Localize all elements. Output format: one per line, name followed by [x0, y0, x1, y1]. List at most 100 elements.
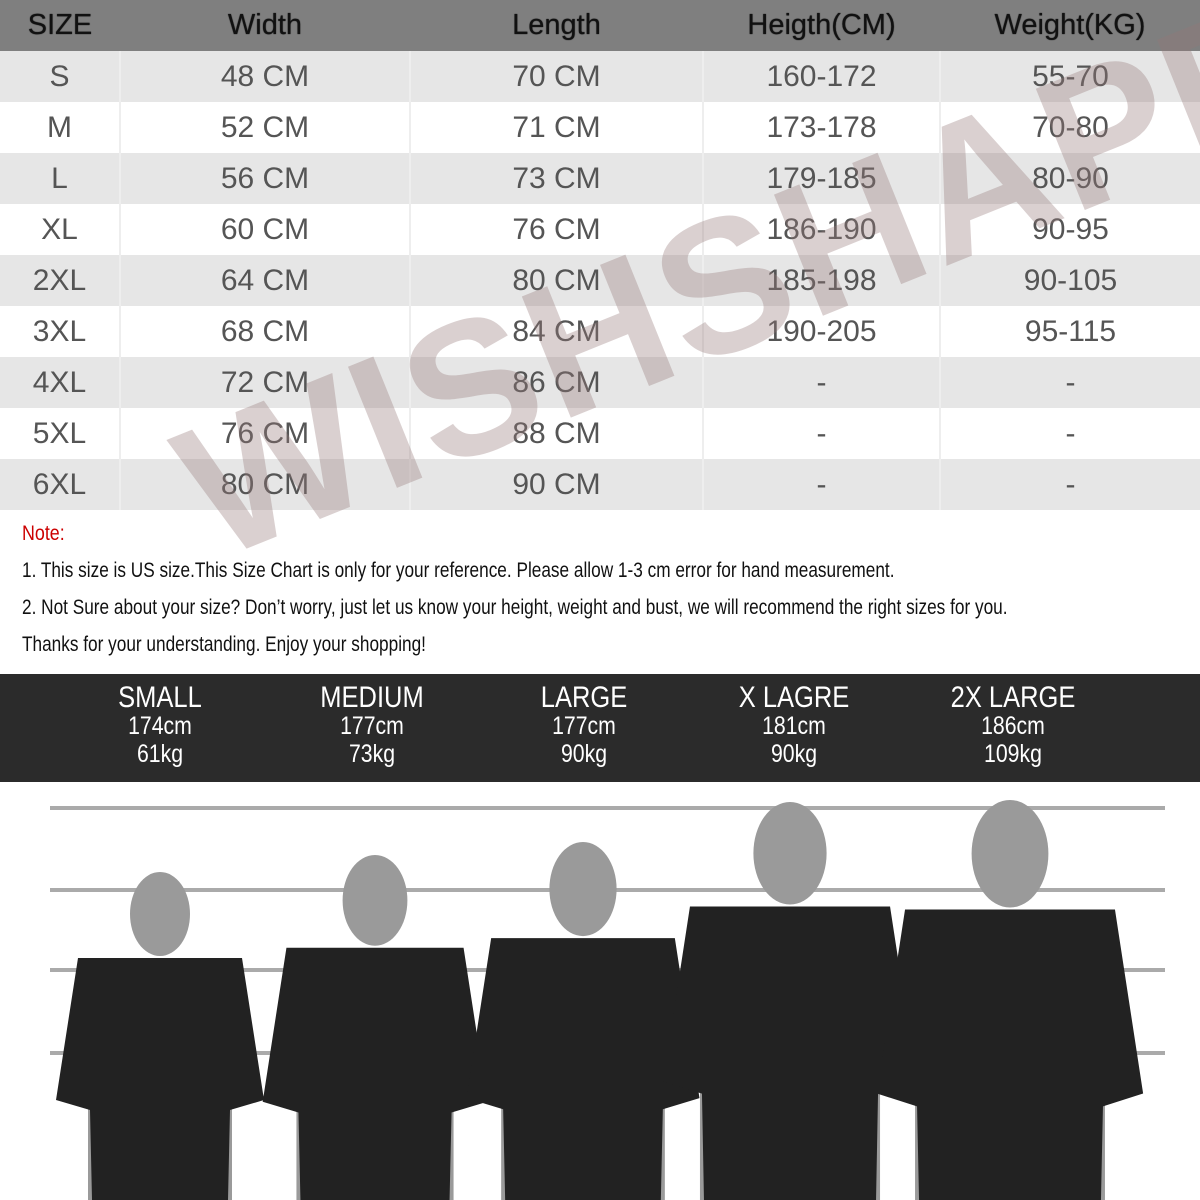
table-cell: 70 CM: [409, 51, 703, 102]
model-size: 2X LARGE: [950, 681, 1076, 714]
table-cell: 80-90: [939, 153, 1200, 204]
table-cell: 185-198: [702, 255, 940, 306]
tshirt: [466, 938, 700, 1200]
size-table: SIZE Width Length Heigth(CM) Weight(KG) …: [0, 0, 1200, 510]
table-cell: -: [939, 357, 1200, 408]
table-cell: 6XL: [0, 459, 120, 510]
table-cell: 186-190: [702, 204, 940, 255]
table-cell: 2XL: [0, 255, 120, 306]
note-title: Note:: [22, 522, 65, 545]
table-row: L 56 CM 73 CM 179-185 80-90: [0, 153, 1200, 204]
table-cell: 80 CM: [409, 255, 703, 306]
note-line: Thanks for your understanding. Enjoy you…: [22, 633, 426, 656]
model-large: LARGE 177cm 90kg: [474, 681, 694, 769]
table-row: 6XL 80 CM 90 CM - -: [0, 459, 1200, 510]
table-cell: 55-70: [939, 51, 1200, 102]
table-cell: -: [939, 459, 1200, 510]
table-cell: 80 CM: [119, 459, 410, 510]
table-cell: 90 CM: [409, 459, 703, 510]
table-cell: -: [702, 408, 940, 459]
model-info-band: SMALL 174cm 61kg MEDIUM 177cm 73kg LARGE 177c…: [0, 674, 1200, 782]
model-weight: 61kg: [136, 740, 184, 768]
table-cell: -: [702, 357, 940, 408]
table-cell: 56 CM: [119, 153, 410, 204]
model-size: LARGE: [540, 681, 628, 714]
table-cell: 70-80: [939, 102, 1200, 153]
table-cell: 86 CM: [409, 357, 703, 408]
table-cell: 64 CM: [119, 255, 410, 306]
head: [549, 842, 617, 937]
table-cell: 90-105: [939, 255, 1200, 306]
head: [130, 872, 190, 956]
table-cell: 88 CM: [409, 408, 703, 459]
model-height: 181cm: [762, 712, 826, 740]
head: [753, 802, 827, 905]
model-xlarge: X LAGRE 181cm 90kg: [684, 681, 904, 769]
table-cell: 73 CM: [409, 153, 703, 204]
table-row: 3XL 68 CM 84 CM 190-205 95-115: [0, 306, 1200, 357]
model-medium: MEDIUM 177cm 73kg: [262, 681, 482, 769]
model-weight: 73kg: [348, 740, 396, 768]
header-size: SIZE: [0, 0, 120, 51]
table-cell: S: [0, 51, 120, 102]
table-cell: L: [0, 153, 120, 204]
table-cell: 84 CM: [409, 306, 703, 357]
table-cell: 5XL: [0, 408, 120, 459]
table-cell: 4XL: [0, 357, 120, 408]
table-cell: 72 CM: [119, 357, 410, 408]
model-figure: [466, 842, 700, 1200]
table-cell: M: [0, 102, 120, 153]
table-row: 2XL 64 CM 80 CM 185-198 90-105: [0, 255, 1200, 306]
table-cell: 90-95: [939, 204, 1200, 255]
table-cell: 52 CM: [119, 102, 410, 153]
table-cell: 48 CM: [119, 51, 410, 102]
tshirt: [56, 958, 264, 1200]
table-cell: XL: [0, 204, 120, 255]
model-weight: 90kg: [770, 740, 818, 768]
model-2xlarge: 2X LARGE 186cm 109kg: [903, 681, 1123, 769]
model-figure: [262, 855, 488, 1200]
table-cell: 68 CM: [119, 306, 410, 357]
head: [971, 800, 1049, 908]
model-size: MEDIUM: [320, 681, 424, 714]
header-weight: Weight(KG): [940, 0, 1200, 51]
header-length: Length: [410, 0, 703, 51]
model-small: SMALL 174cm 61kg: [50, 681, 270, 769]
model-weight: 109kg: [984, 740, 1042, 768]
model-silhouettes: [50, 800, 1165, 1200]
table-row: M 52 CM 71 CM 173-178 70-80: [0, 102, 1200, 153]
header-height: Heigth(CM): [703, 0, 940, 51]
tshirt: [663, 906, 917, 1200]
table-cell: 3XL: [0, 306, 120, 357]
table-cell: 71 CM: [409, 102, 703, 153]
model-figure: [876, 800, 1144, 1200]
model-height: 177cm: [552, 712, 616, 740]
table-cell: 76 CM: [409, 204, 703, 255]
table-cell: 95-115: [939, 306, 1200, 357]
table-cell: 179-185: [702, 153, 940, 204]
table-cell: 76 CM: [119, 408, 410, 459]
table-cell: 173-178: [702, 102, 940, 153]
table-cell: 190-205: [702, 306, 940, 357]
table-cell: 60 CM: [119, 204, 410, 255]
table-row: 5XL 76 CM 88 CM - -: [0, 408, 1200, 459]
model-figure: [56, 872, 264, 1200]
table-cell: -: [702, 459, 940, 510]
tshirt: [876, 909, 1144, 1200]
note-line: 1. This size is US size.This Size Chart …: [22, 559, 895, 582]
model-size: SMALL: [118, 681, 202, 714]
note-line: 2. Not Sure about your size? Don’t worry…: [22, 596, 1008, 619]
table-row: S 48 CM 70 CM 160-172 55-70: [0, 51, 1200, 102]
table-cell: 160-172: [702, 51, 940, 102]
model-height: 174cm: [128, 712, 192, 740]
table-row: 4XL 72 CM 86 CM - -: [0, 357, 1200, 408]
tshirt: [262, 947, 488, 1200]
head: [342, 855, 408, 946]
model-height: 186cm: [981, 712, 1045, 740]
header-width: Width: [120, 0, 410, 51]
table-row: XL 60 CM 76 CM 186-190 90-95: [0, 204, 1200, 255]
model-height: 177cm: [340, 712, 404, 740]
model-size: X LAGRE: [738, 681, 850, 714]
table-cell: -: [939, 408, 1200, 459]
model-figure: [663, 802, 917, 1200]
